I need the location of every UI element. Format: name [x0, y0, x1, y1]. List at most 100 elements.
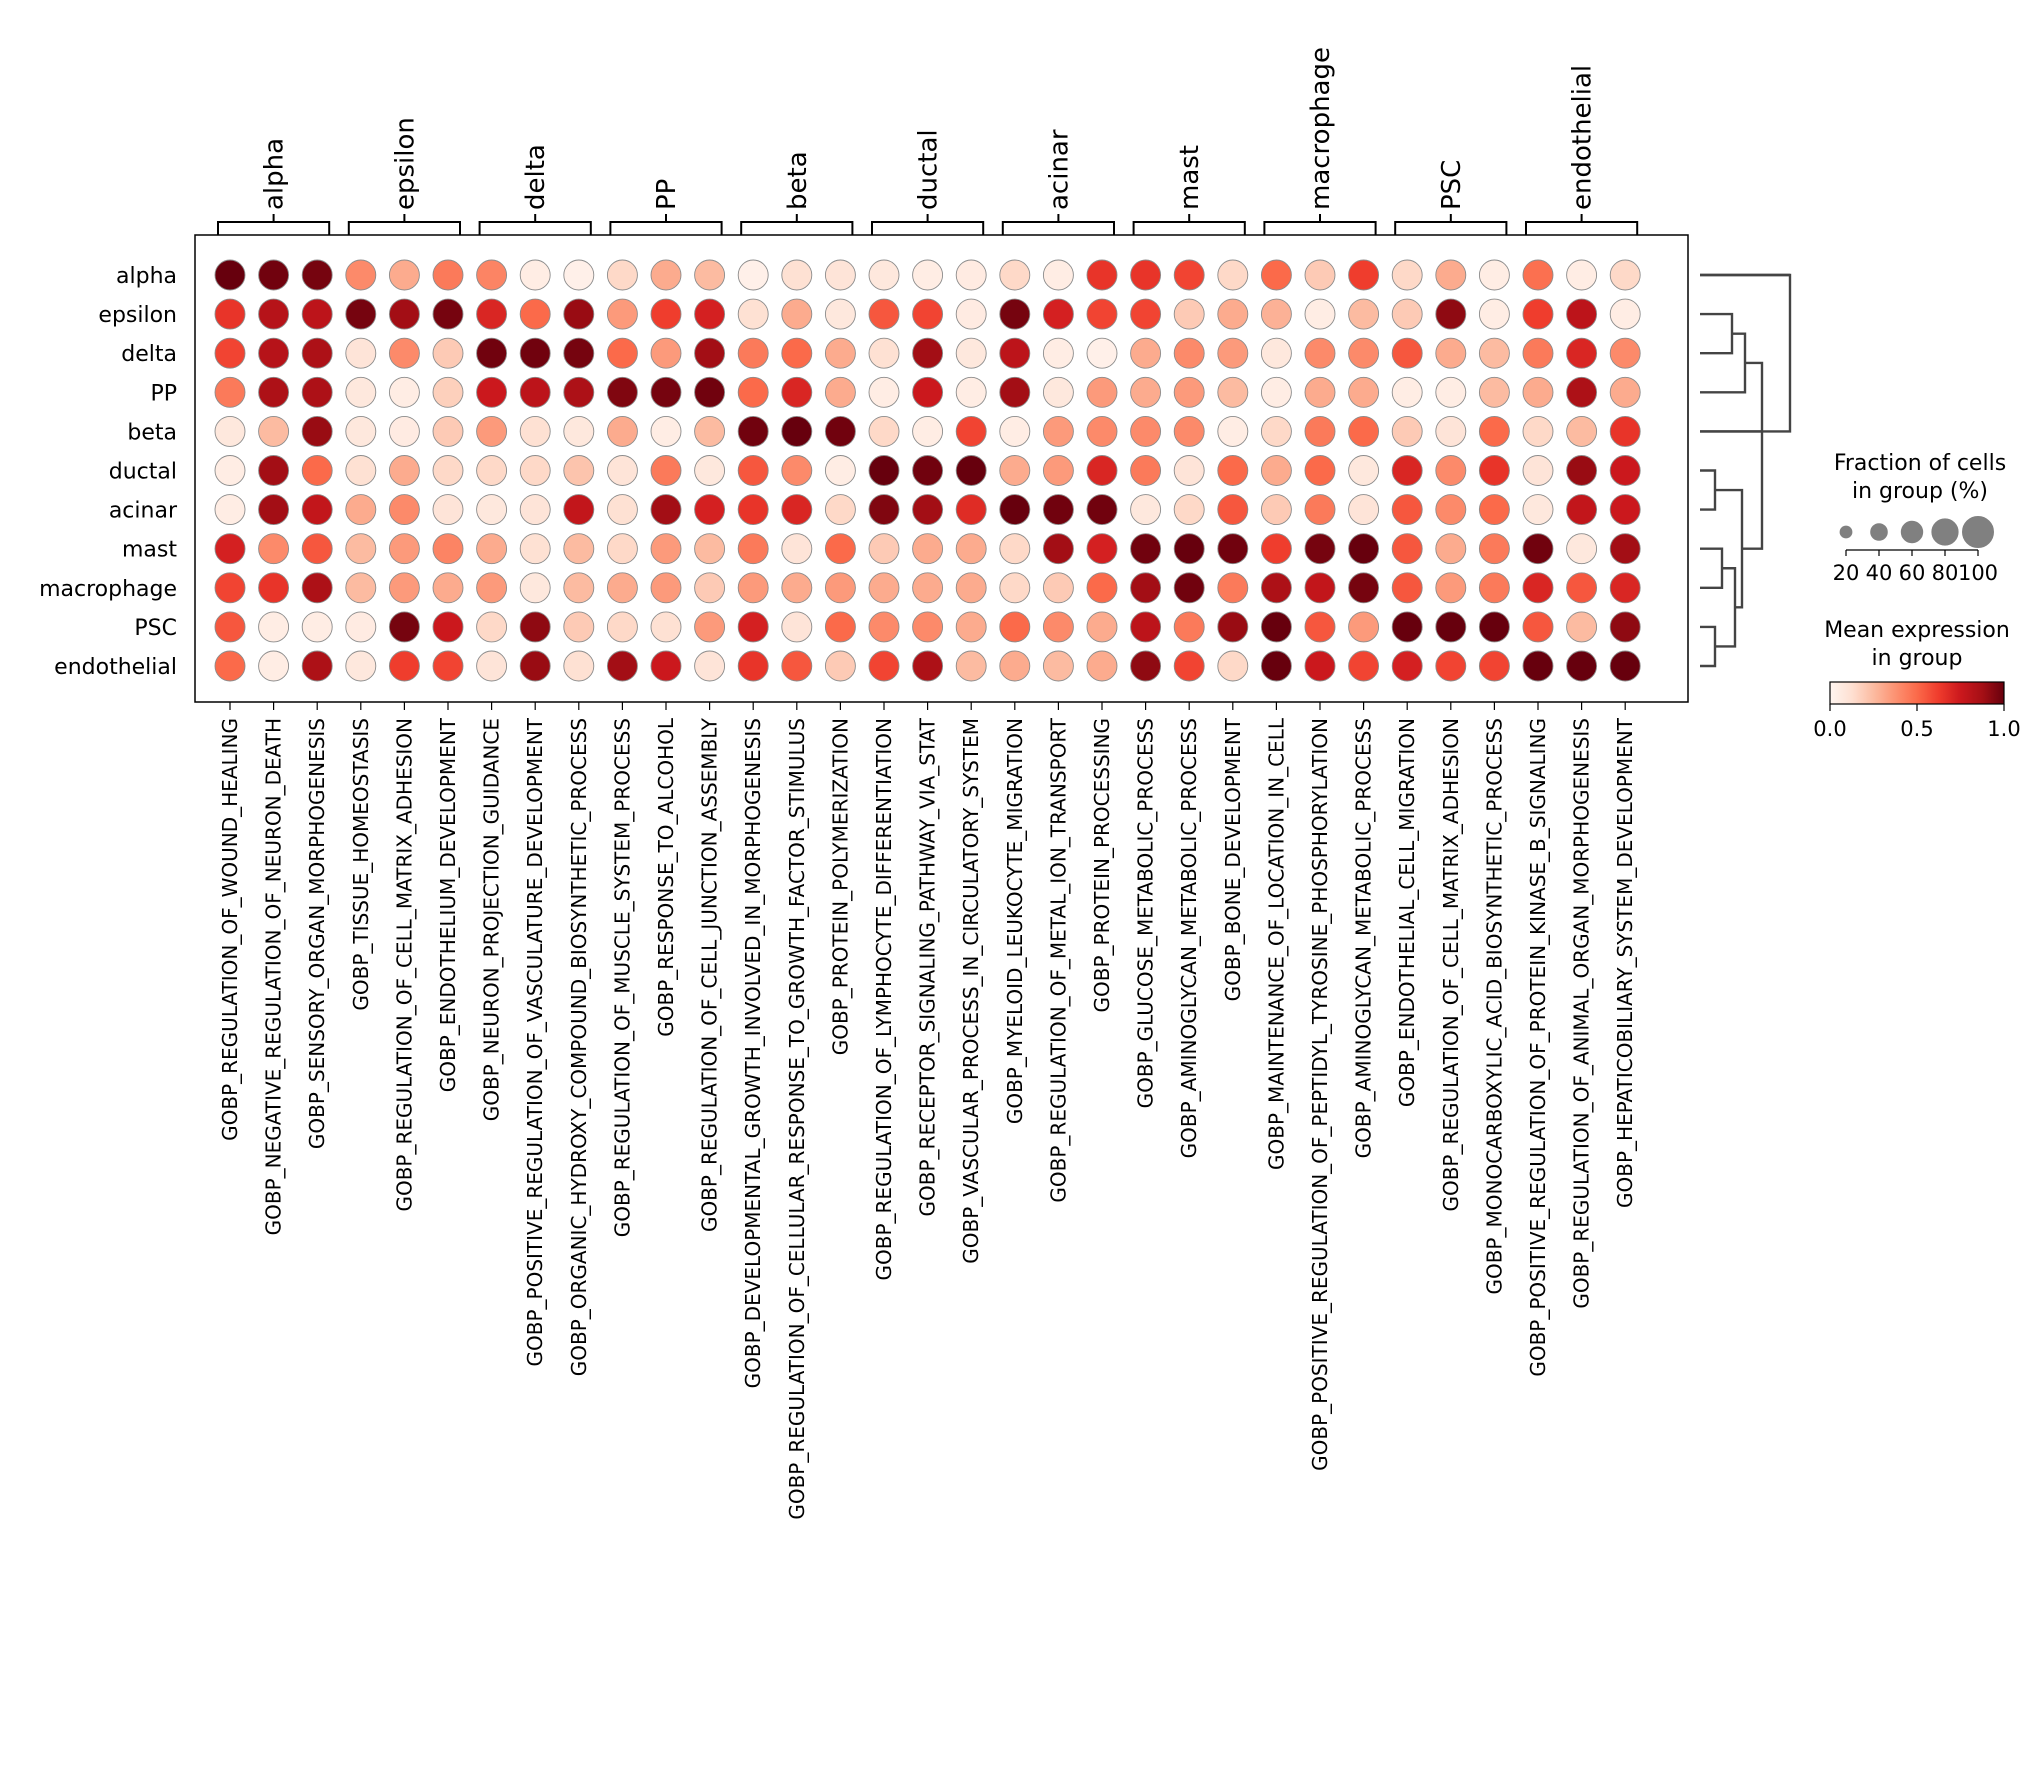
col-label: GOBP_REGULATION_OF_CELLULAR_RESPONSE_TO_…: [785, 718, 809, 1520]
size-legend-dot: [1931, 518, 1959, 546]
dot-ductal-14: [781, 455, 813, 486]
dot-ductal-26: [1304, 455, 1336, 486]
dot-epsilon-27: [1348, 298, 1380, 330]
dendrogram-branch: [1715, 567, 1737, 648]
dot-epsilon-7: [476, 298, 508, 330]
dot-delta-32: [1566, 337, 1598, 369]
col-label: GOBP_MYELOID_LEUKOCYTE_MIGRATION: [1003, 718, 1027, 1124]
dot-macrophage-10: [606, 572, 638, 604]
dot-alpha-5: [388, 259, 420, 291]
col-label: GOBP_POSITIVE_REGULATION_OF_PROTEIN_KINA…: [1526, 718, 1550, 1377]
row-label-endothelial: endothelial: [54, 655, 177, 680]
col-label: GOBP_REGULATION_OF_CELL_MATRIX_ADHESION: [392, 718, 416, 1212]
dot-epsilon-21: [1086, 298, 1118, 330]
colorbar: [1829, 681, 2005, 705]
col-label: GOBP_MONOCARBOXYLIC_ACID_BIOSYNTHETIC_PR…: [1482, 718, 1506, 1295]
dot-PSC-9: [563, 611, 595, 643]
dot-mast-24: [1217, 533, 1249, 565]
group-bracket: [871, 214, 985, 235]
dot-endothelial-1: [214, 650, 246, 682]
dot-PSC-20: [1042, 611, 1074, 643]
dot-PP-29: [1435, 376, 1467, 408]
dot-alpha-2: [258, 259, 290, 291]
dot-alpha-1: [214, 259, 246, 291]
dot-endothelial-13: [737, 650, 769, 682]
column-labels: GOBP_REGULATION_OF_WOUND_HEALING GOBP_NEG…: [218, 702, 1637, 1520]
dot-epsilon-5: [388, 298, 420, 330]
dendrogram-branch: [1700, 469, 1717, 511]
group-bracket: [478, 214, 592, 235]
size-legend-tick-label: 80: [1932, 561, 1959, 585]
dot-delta-23: [1173, 337, 1205, 369]
dot-macrophage-33: [1609, 572, 1641, 604]
dot-acinar-6: [432, 494, 464, 526]
col-label: GOBP_RESPONSE_TO_ALCOHOL: [654, 717, 678, 1037]
dot-beta-17: [912, 415, 944, 447]
group-label-macrophage: macrophage: [1306, 47, 1336, 210]
dot-beta-8: [519, 415, 551, 447]
dot-mast-29: [1435, 533, 1467, 565]
dot-PP-20: [1042, 376, 1074, 408]
dot-acinar-20: [1042, 494, 1074, 526]
dot-PSC-27: [1348, 611, 1380, 643]
col-label: GOBP_PROTEIN_POLYMERIZATION: [828, 718, 852, 1055]
dot-acinar-21: [1086, 494, 1118, 526]
dot-acinar-16: [868, 494, 900, 526]
dot-PSC-33: [1609, 611, 1641, 643]
dot-ductal-15: [824, 455, 856, 486]
dot-delta-11: [650, 337, 682, 369]
color-legend-title-line: in group: [1872, 646, 1963, 671]
dot-acinar-18: [955, 494, 987, 526]
size-legend-dot: [1900, 520, 1924, 544]
dot-PSC-3: [301, 611, 333, 643]
dot-delta-33: [1609, 337, 1641, 369]
group-bracket: [609, 214, 723, 235]
dot-PSC-25: [1260, 611, 1292, 643]
dot-endothelial-11: [650, 650, 682, 682]
dot-mast-18: [955, 533, 987, 565]
dot-delta-13: [737, 337, 769, 369]
dot-endothelial-23: [1173, 650, 1205, 682]
dot-ductal-16: [868, 455, 900, 486]
col-label: GOBP_REGULATION_OF_CELL_JUNCTION_ASSEMBL…: [698, 717, 722, 1232]
dot-PSC-30: [1478, 611, 1510, 643]
dot-beta-31: [1522, 415, 1554, 447]
dot-delta-25: [1260, 337, 1292, 369]
dot-alpha-28: [1391, 259, 1423, 291]
dendrogram-branch: [1700, 312, 1734, 355]
dot-PP-8: [519, 376, 551, 408]
col-label: GOBP_BONE_DEVELOPMENT: [1221, 717, 1245, 1001]
dot-PSC-2: [258, 611, 290, 643]
dot-ductal-4: [345, 455, 377, 486]
dot-acinar-32: [1566, 494, 1598, 526]
dot-alpha-16: [868, 259, 900, 291]
dot-epsilon-19: [999, 298, 1031, 330]
dot-acinar-31: [1522, 494, 1554, 526]
dot-epsilon-14: [781, 298, 813, 330]
dot-acinar-12: [694, 494, 726, 526]
dot-delta-7: [476, 337, 508, 369]
dot-beta-28: [1391, 415, 1423, 447]
dot-PP-10: [606, 376, 638, 408]
dot-delta-4: [345, 337, 377, 369]
dot-mast-10: [606, 533, 638, 565]
dot-beta-20: [1042, 415, 1074, 447]
dot-epsilon-23: [1173, 298, 1205, 330]
dot-macrophage-2: [258, 572, 290, 604]
col-label: GOBP_AMINOGLYCAN_METABOLIC_PROCESS: [1352, 718, 1376, 1158]
dot-beta-1: [214, 415, 246, 447]
dot-ductal-17: [912, 455, 944, 486]
dot-mast-19: [999, 533, 1031, 565]
dot-PSC-32: [1566, 611, 1598, 643]
dot-endothelial-15: [824, 650, 856, 682]
group-brackets: alpha epsilon delta PP beta ductal acinar mast m…: [217, 47, 1639, 235]
group-bracket: [1263, 214, 1377, 235]
size-legend-dot: [1870, 523, 1888, 541]
dot-macrophage-5: [388, 572, 420, 604]
dot-beta-24: [1217, 415, 1249, 447]
dot-delta-8: [519, 337, 551, 369]
dot-ductal-19: [999, 455, 1031, 486]
dot-endothelial-10: [606, 650, 638, 682]
dot-mast-2: [258, 533, 290, 565]
dot-PSC-19: [999, 611, 1031, 643]
